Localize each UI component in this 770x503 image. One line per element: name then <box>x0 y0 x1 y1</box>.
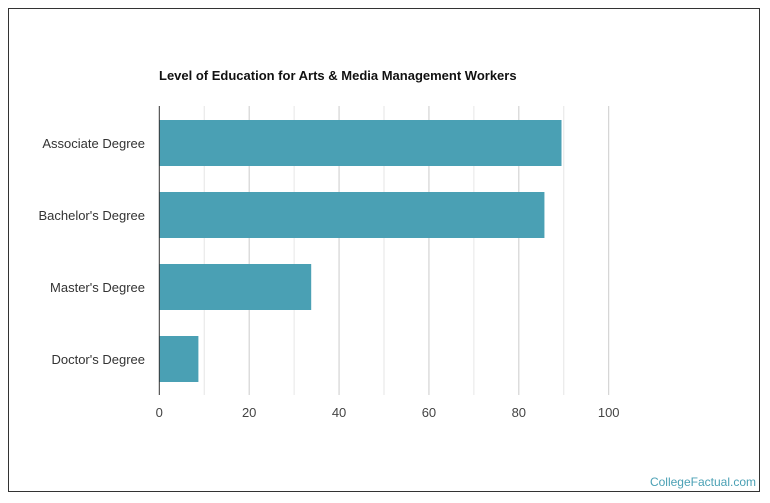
bar <box>159 336 199 382</box>
x-tick-label: 80 <box>512 405 526 420</box>
credit-link[interactable]: CollegeFactual.com <box>649 475 756 489</box>
category-label: Associate Degree <box>42 136 145 151</box>
bar <box>159 192 545 238</box>
bar <box>159 264 312 310</box>
category-label: Bachelor's Degree <box>38 208 145 223</box>
x-tick-label: 40 <box>332 405 346 420</box>
category-label: Doctor's Degree <box>51 352 145 367</box>
x-tick-label: 100 <box>598 405 620 420</box>
x-tick-label: 20 <box>242 405 256 420</box>
x-tick-label: 60 <box>422 405 436 420</box>
x-tick-label: 0 <box>156 405 163 420</box>
chart-frame <box>8 8 760 492</box>
category-label: Master's Degree <box>50 280 145 295</box>
chart-title: Level of Education for Arts & Media Mana… <box>159 68 517 83</box>
bar <box>159 120 562 166</box>
